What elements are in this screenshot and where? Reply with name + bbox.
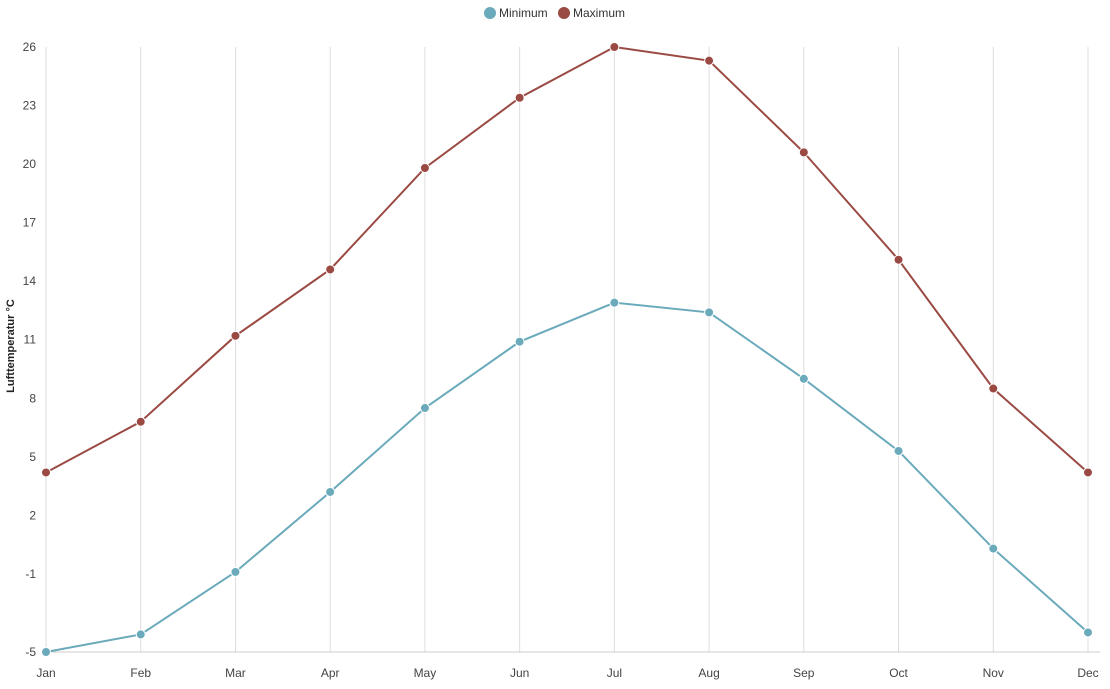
axes: Jan Feb Mar Apr May Jun Jul Aug Sep Oct Nov Dec -5 -1… — [23, 40, 1100, 680]
legend-label-minimum[interactable]: Minimum — [499, 6, 548, 20]
data-point-maximum[interactable] — [325, 264, 336, 275]
data-point-maximum[interactable] — [41, 467, 51, 478]
x-tick-label: Nov — [983, 666, 1004, 680]
y-tick-label: 17 — [23, 216, 37, 230]
x-tick-label: Aug — [698, 666, 719, 680]
legend-marker-maximum[interactable] — [558, 7, 570, 19]
x-tick-label: Jun — [510, 666, 529, 680]
x-tick-label: Oct — [889, 666, 908, 680]
x-tick-label: Sep — [793, 666, 815, 680]
data-point-maximum[interactable] — [988, 383, 999, 394]
legend-label-maximum[interactable]: Maximum — [573, 6, 625, 20]
data-point-minimum[interactable] — [1083, 627, 1093, 638]
y-tick-label: 8 — [29, 391, 36, 405]
legend: Minimum Maximum — [484, 6, 625, 20]
y-tick-label: -1 — [25, 567, 36, 581]
series-line-maximum — [45, 45, 1089, 474]
series — [41, 42, 1093, 657]
y-tick-label: -5 — [25, 645, 36, 659]
y-tick-label: 20 — [23, 157, 37, 171]
grid — [45, 47, 1089, 652]
legend-marker-minimum[interactable] — [484, 7, 496, 19]
data-point-maximum[interactable] — [609, 42, 620, 52]
y-tick-label: 5 — [29, 450, 36, 464]
data-point-minimum[interactable] — [41, 647, 51, 657]
x-tick-label: Feb — [130, 666, 151, 680]
series-line-minimum — [45, 301, 1089, 653]
data-point-maximum[interactable] — [893, 254, 904, 265]
data-point-maximum[interactable] — [514, 92, 525, 103]
data-point-maximum[interactable] — [230, 330, 241, 341]
data-point-maximum[interactable] — [135, 416, 146, 427]
data-point-minimum[interactable] — [135, 629, 146, 640]
data-point-maximum[interactable] — [1083, 467, 1093, 478]
x-tick-label: Dec — [1077, 666, 1098, 680]
x-tick-label: Jan — [36, 666, 55, 680]
y-tick-label: 26 — [23, 40, 37, 54]
x-tick-label: May — [414, 666, 437, 680]
data-point-minimum[interactable] — [230, 566, 241, 577]
data-point-maximum[interactable] — [798, 147, 809, 158]
data-point-minimum[interactable] — [893, 445, 904, 456]
x-tick-label: Apr — [321, 666, 340, 680]
data-point-minimum[interactable] — [514, 336, 525, 347]
data-point-minimum[interactable] — [419, 403, 430, 414]
data-point-minimum[interactable] — [609, 297, 620, 308]
y-tick-label: 2 — [29, 508, 36, 522]
y-tick-label: 14 — [23, 274, 37, 288]
data-point-maximum[interactable] — [704, 55, 715, 66]
data-point-minimum[interactable] — [988, 543, 999, 554]
data-point-minimum[interactable] — [798, 373, 809, 384]
data-point-minimum[interactable] — [704, 307, 715, 318]
y-tick-label: 23 — [23, 99, 37, 113]
data-point-minimum[interactable] — [325, 486, 336, 497]
x-tick-label: Mar — [225, 666, 246, 680]
y-axis-title: Lufttemperatur °C — [5, 299, 17, 393]
x-tick-label: Jul — [607, 666, 622, 680]
y-tick-label: 11 — [24, 333, 37, 347]
data-point-maximum[interactable] — [419, 163, 430, 173]
